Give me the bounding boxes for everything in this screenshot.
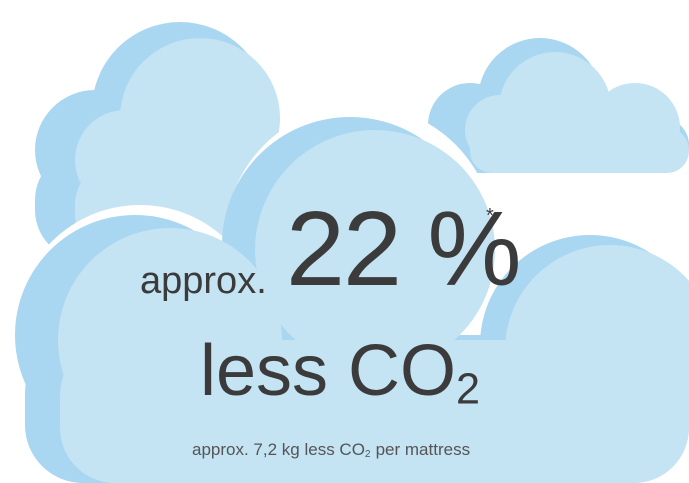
figure: 22 % <box>286 196 520 302</box>
caption-text: approx. 7,2 kg less CO <box>192 440 365 459</box>
infographic: approx. 22 % * less CO2 approx. 7,2 kg l… <box>0 0 689 483</box>
prefix: approx. <box>140 262 267 300</box>
caption: approx. 7,2 kg less CO2 per mattress <box>192 441 470 460</box>
subline-text: less CO <box>200 331 456 411</box>
subscript: 2 <box>456 366 480 414</box>
subscript: 2 <box>365 449 371 460</box>
footnote-mark: * <box>486 206 494 226</box>
caption-text: per mattress <box>376 440 470 459</box>
cloud-right <box>428 38 689 173</box>
subline: less CO2 <box>200 335 480 412</box>
page: {"headline": {"prefix": "approx.", "figu… <box>0 0 689 483</box>
